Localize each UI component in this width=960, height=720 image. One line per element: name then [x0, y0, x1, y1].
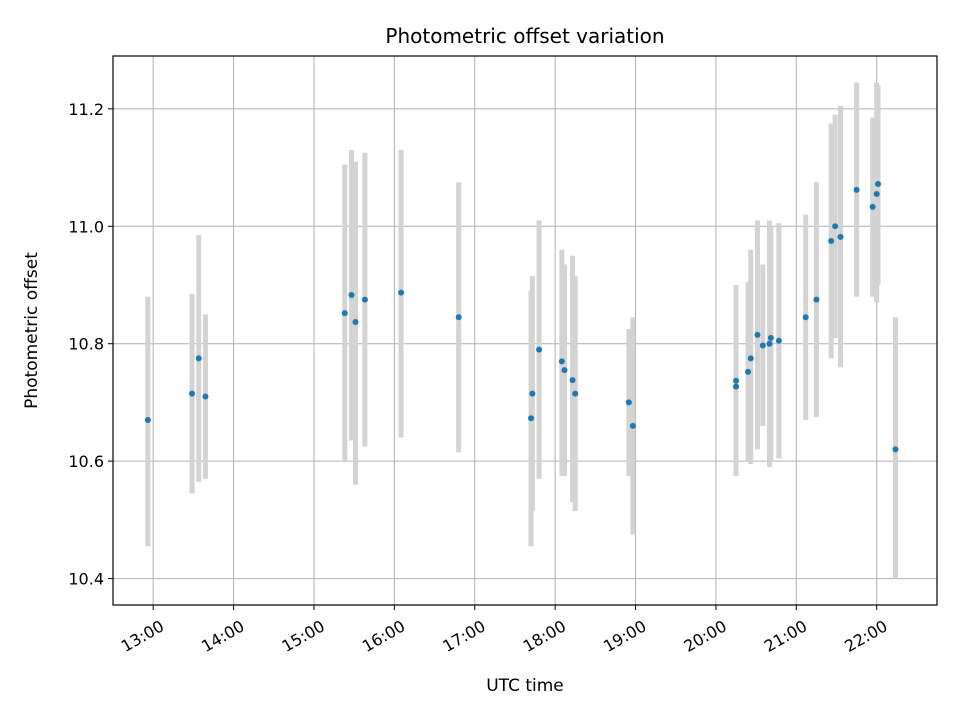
y-tick-label: 11.2: [68, 100, 104, 119]
data-point: [733, 377, 740, 384]
data-point: [767, 334, 774, 341]
data-point: [195, 355, 202, 362]
data-point: [837, 233, 844, 240]
data-point: [873, 190, 880, 197]
data-point: [832, 223, 839, 230]
data-point: [572, 390, 579, 397]
x-axis-label: UTC time: [486, 676, 564, 696]
data-point: [802, 314, 809, 321]
data-point: [348, 291, 355, 298]
data-point: [341, 310, 348, 317]
data-point: [536, 346, 543, 353]
data-point: [202, 393, 209, 400]
y-tick-label: 10.6: [68, 452, 104, 471]
data-point: [361, 296, 368, 303]
errorbar-layer: [145, 82, 898, 579]
x-tick-label: 15:00: [279, 616, 328, 656]
chart-title: Photometric offset variation: [385, 24, 664, 48]
data-point: [529, 390, 536, 397]
data-point: [759, 342, 766, 349]
x-tick-label: 16:00: [359, 616, 408, 656]
data-point: [853, 186, 860, 193]
y-tick-label: 10.4: [68, 570, 104, 589]
data-point: [569, 377, 576, 384]
grid-layer: [113, 56, 937, 605]
data-point: [775, 337, 782, 344]
data-point: [455, 314, 462, 321]
data-point: [558, 358, 565, 365]
data-point: [813, 296, 820, 303]
x-tick-label: 18:00: [520, 616, 569, 656]
data-point: [754, 331, 761, 338]
y-axis-label: Photometric offset: [22, 252, 42, 409]
data-point: [629, 422, 636, 429]
data-point: [828, 237, 835, 244]
x-tick-label: 17:00: [439, 616, 488, 656]
data-point: [745, 368, 752, 375]
data-point: [561, 367, 568, 374]
data-point: [352, 318, 359, 325]
data-point: [869, 203, 876, 210]
x-tick-label: 21:00: [761, 616, 810, 656]
data-point: [189, 390, 196, 397]
x-tick-label: 22:00: [841, 616, 890, 656]
data-point: [875, 181, 882, 188]
x-tick-label: 19:00: [600, 616, 649, 656]
data-point: [144, 417, 151, 424]
point-layer: [144, 181, 899, 453]
data-point: [733, 383, 740, 390]
plot-frame: [112, 55, 938, 606]
data-point: [747, 355, 754, 362]
y-tick-label: 10.8: [68, 335, 104, 354]
y-tick-label: 11.0: [68, 217, 104, 236]
data-point: [398, 289, 405, 296]
data-point: [625, 399, 632, 406]
data-point: [766, 340, 773, 347]
data-point: [528, 415, 535, 422]
x-tick-label: 14:00: [198, 616, 247, 656]
x-tick-label: 13:00: [118, 616, 167, 656]
data-point: [892, 446, 899, 453]
x-tick-label: 20:00: [680, 616, 729, 656]
